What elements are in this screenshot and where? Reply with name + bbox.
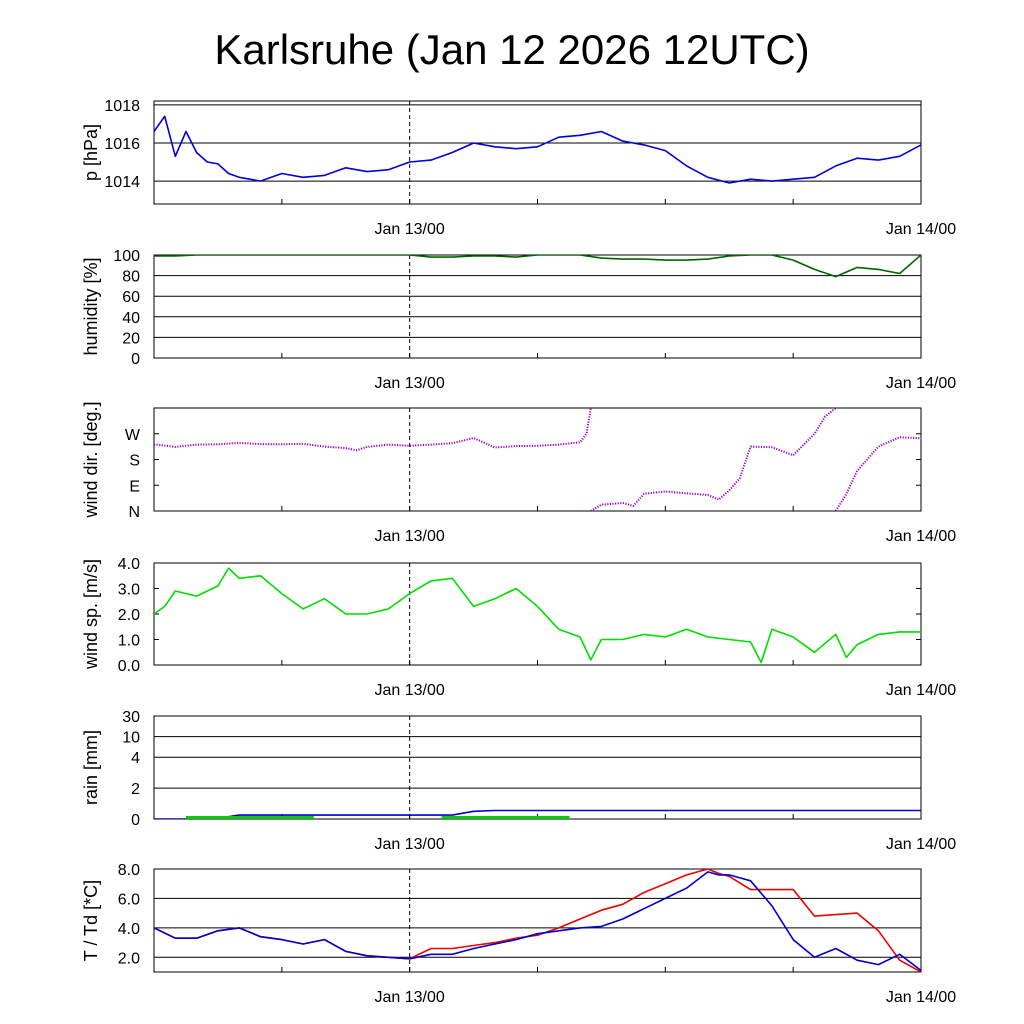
y-tick-label: 4.0: [118, 921, 140, 938]
x-tick-label: Jan 13/00: [375, 836, 445, 853]
x-tick-label: Jan 14/00: [886, 836, 956, 853]
y-tick-label: 1014: [104, 174, 140, 191]
panel-temperature: 2.0 4.0 6.0 8.0 T / Td [*C] Jan 13/00 Jan 14/0…: [81, 862, 956, 1006]
y-tick-label: 2: [131, 781, 140, 798]
y-tick-label: 30: [122, 709, 140, 726]
x-tick-label: Jan 13/00: [375, 375, 445, 392]
x-tick-label: Jan 14/00: [886, 682, 956, 699]
chart-title: Karlsruhe (Jan 12 2026 12UTC): [214, 26, 810, 73]
rain-bar: [441, 816, 570, 819]
y-tick-label: 10: [122, 730, 140, 747]
panel-wind-speed: 0.0 1.0 2.0 3.0 4.0 wind sp. [m/s] Jan 13/00 Ja…: [81, 556, 956, 699]
series-line: [154, 869, 921, 972]
series-group: [154, 115, 921, 184]
plot-frame: [153, 562, 922, 666]
y-tick-label: 8.0: [118, 862, 140, 879]
y-tick-label: 1018: [104, 98, 140, 115]
y-tick-label: W: [125, 427, 141, 444]
y-tick-label: S: [129, 453, 140, 470]
series-group: [154, 869, 921, 972]
y-tick-label: 4.0: [118, 556, 140, 573]
x-tick-label: Jan 14/00: [886, 528, 956, 545]
series-line: [834, 436, 921, 511]
y-tick-label: 0: [131, 812, 140, 829]
y-tick-label: E: [129, 478, 140, 495]
y-axis-label: wind dir. [deg.]: [81, 401, 101, 518]
plot-frame: [153, 100, 922, 205]
y-tick-label: 0: [131, 351, 140, 368]
y-tick-label: 4: [131, 750, 140, 767]
y-tick-label: N: [128, 504, 140, 521]
y-axis-label: p [hPa]: [81, 124, 101, 181]
y-tick-label: 2.0: [118, 607, 140, 624]
y-tick-label: 0.0: [118, 658, 140, 675]
x-tick-label: Jan 14/00: [886, 375, 956, 392]
y-tick-label: 2.0: [118, 950, 140, 967]
y-tick-label: 40: [122, 310, 140, 327]
series-line: [154, 115, 921, 184]
plot-frame: [153, 715, 922, 820]
plot-frame: [153, 254, 922, 359]
panel-humidity: 0 20 40 60 80 100 humidity [%] Jan 13/00 Jan 14/…: [81, 248, 956, 392]
x-tick-label: Jan 13/00: [375, 682, 445, 699]
series-line: [590, 408, 837, 511]
x-tick-label: Jan 13/00: [375, 528, 445, 545]
series-line: [154, 871, 921, 972]
series-line: [154, 408, 592, 452]
rain-bar: [185, 816, 314, 819]
y-tick-label: 1016: [104, 136, 140, 153]
x-tick-label: Jan 14/00: [886, 989, 956, 1006]
plot-frame: [153, 407, 922, 512]
y-axis-label: humidity [%]: [81, 257, 101, 355]
plot-frame: [153, 868, 922, 973]
series-group: [154, 408, 921, 511]
y-axis-label: rain [mm]: [81, 730, 101, 805]
y-tick-label: 100: [113, 248, 140, 265]
series-group: [154, 809, 921, 819]
x-tick-label: Jan 13/00: [375, 989, 445, 1006]
x-tick-label: Jan 13/00: [375, 221, 445, 238]
y-tick-label: 20: [122, 330, 140, 347]
y-tick-label: 80: [122, 269, 140, 286]
x-tick-label: Jan 14/00: [886, 221, 956, 238]
y-tick-label: 6.0: [118, 891, 140, 908]
y-axis-label: T / Td [*C]: [81, 880, 101, 961]
panel-rain: 0 2 4 10 30 rain [mm] Jan 13/00 Jan 14/00: [81, 709, 956, 853]
y-axis-label: wind sp. [m/s]: [81, 559, 101, 670]
y-tick-label: 1.0: [118, 633, 140, 650]
series-line: [154, 567, 921, 664]
y-tick-label: 60: [122, 289, 140, 306]
series-group: [154, 255, 921, 278]
y-tick-label: 3.0: [118, 582, 140, 599]
series-line: [154, 255, 921, 278]
series-group: [154, 567, 921, 664]
